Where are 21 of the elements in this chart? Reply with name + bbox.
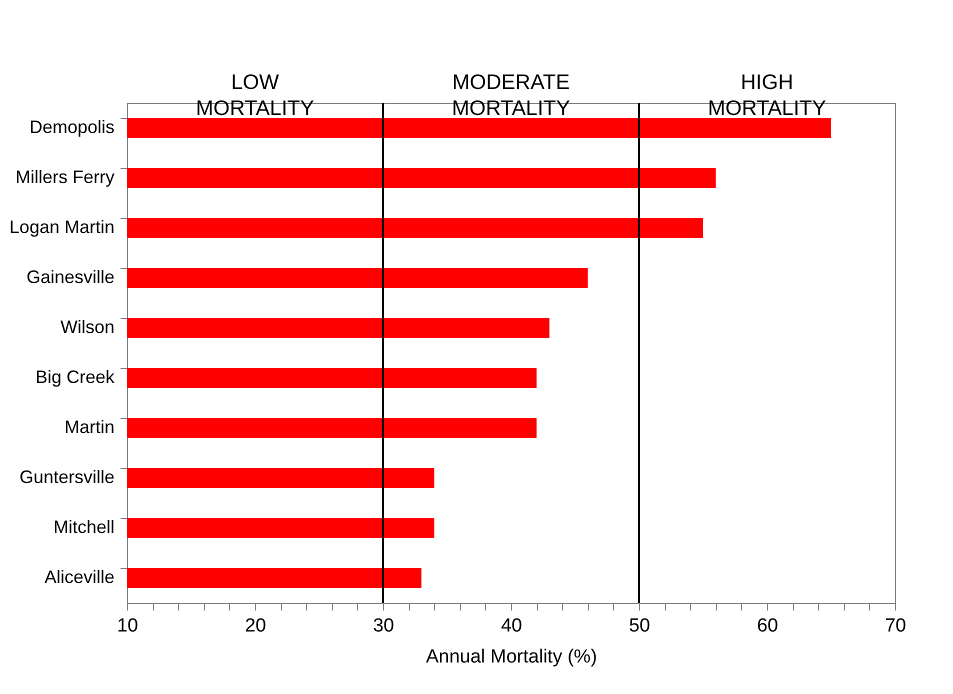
x-tick-label: 10 <box>116 616 138 636</box>
x-tick-label: 70 <box>884 616 906 636</box>
annotation: HIGH MORTALITY <box>708 71 826 120</box>
annotation: MODERATE MORTALITY <box>452 71 570 120</box>
y-tick-label: Logan Martin <box>9 217 114 237</box>
x-tick-label: 40 <box>500 616 522 636</box>
y-tick-label: Guntersville <box>19 467 114 487</box>
y-tick-label: Aliceville <box>44 567 114 587</box>
y-tick-label: Demopolis <box>29 117 114 137</box>
x-tick-label: 60 <box>756 616 778 636</box>
x-tick-label: 20 <box>244 616 266 636</box>
x-axis-title: Annual Mortality (%) <box>426 646 598 668</box>
y-tick-label: Martin <box>64 417 114 437</box>
annotation: LOW MORTALITY <box>196 71 314 120</box>
x-tick-label: 50 <box>628 616 650 636</box>
x-tick-label: 30 <box>372 616 394 636</box>
y-tick-label: Wilson <box>60 317 114 337</box>
y-tick-label: Mitchell <box>53 517 114 537</box>
y-tick-label: Big Creek <box>35 367 116 387</box>
y-tick-label: Millers Ferry <box>16 167 114 187</box>
y-tick-label: Gainesville <box>26 267 114 287</box>
